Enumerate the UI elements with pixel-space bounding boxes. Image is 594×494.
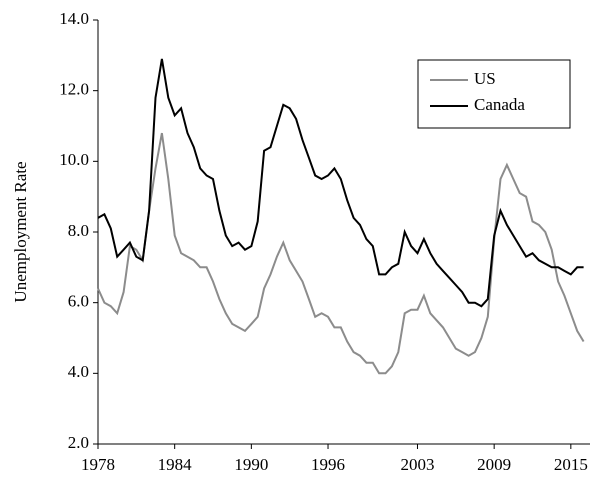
x-tick-label: 2015 — [554, 455, 588, 474]
y-tick-label: 8.0 — [68, 221, 89, 240]
y-tick-label: 4.0 — [68, 362, 89, 381]
y-tick-label: 14.0 — [59, 9, 89, 28]
y-axis-label: Unemployment Rate — [11, 161, 30, 302]
series-line — [97, 132, 585, 375]
legend-box — [417, 59, 571, 129]
x-tick-label: 1984 — [158, 455, 193, 474]
x-tick-label: 1990 — [234, 455, 268, 474]
x-tick-label: 1978 — [81, 455, 115, 474]
x-tick-label: 1996 — [311, 455, 345, 474]
series-line — [97, 58, 584, 308]
y-tick-label: 10.0 — [59, 150, 89, 169]
legend-label: Canada — [474, 95, 525, 114]
y-tick-label: 6.0 — [68, 292, 89, 311]
x-tick-label: 2003 — [400, 455, 434, 474]
x-tick-label: 2009 — [477, 455, 511, 474]
legend-label: US — [474, 69, 496, 88]
y-tick-label: 2.0 — [68, 433, 89, 452]
y-tick-label: 12.0 — [59, 80, 89, 99]
